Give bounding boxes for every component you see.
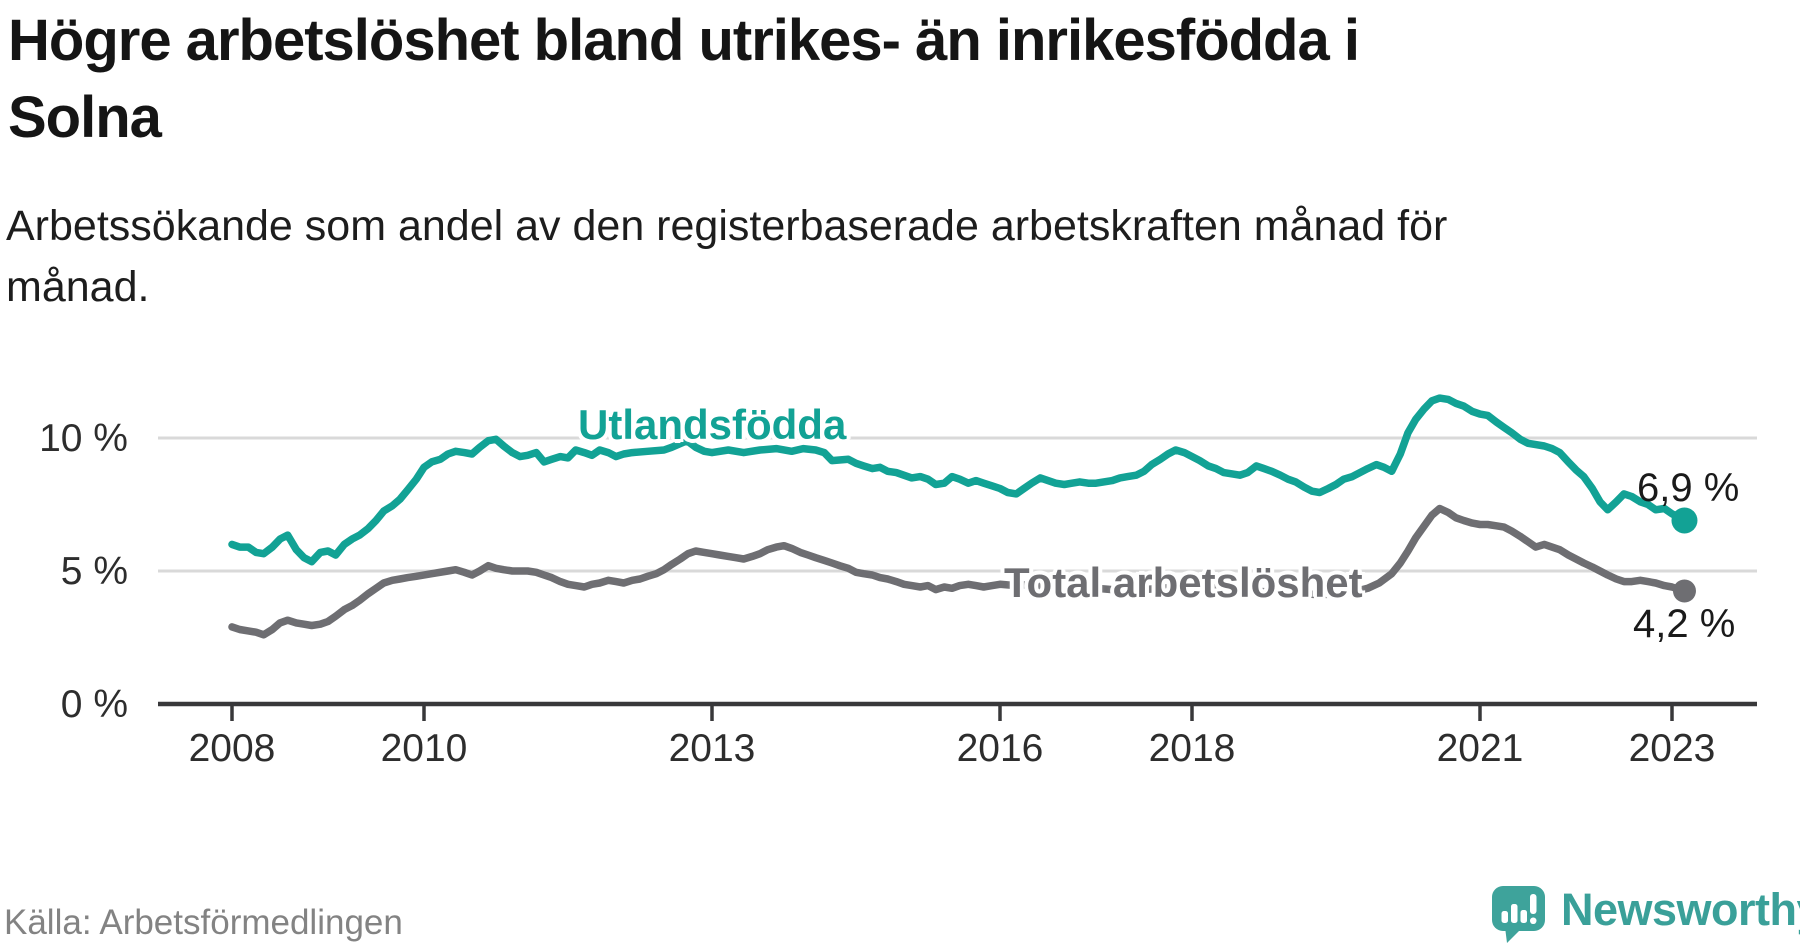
series-line-total <box>228 504 1689 639</box>
series-label-utlandsfodda: Utlandsfödda <box>578 401 847 448</box>
source-attribution: Källa: Arbetsförmedlingen <box>4 903 403 942</box>
x-axis-tick-label: 2021 <box>1437 727 1524 770</box>
subtitle-line-1: Arbetssökande som andel av den registerb… <box>6 202 1448 250</box>
series-label-total-arbetsloshet: Total arbetslöshet <box>1004 559 1363 606</box>
series-end-dot-utlandsfodda <box>1671 507 1698 534</box>
y-axis-tick-label: 5 % <box>61 550 128 593</box>
end-value-total: 4,2 % <box>1633 602 1736 646</box>
page-title: Högre arbetslöshet bland utrikes- än inr… <box>8 2 1360 156</box>
title-line-2: Solna <box>8 85 162 150</box>
y-axis-tick-label: 0 % <box>61 683 128 726</box>
x-axis-tick-label: 2023 <box>1629 727 1716 770</box>
subtitle-line-2: månad. <box>6 263 150 311</box>
newsworthy-logo-icon <box>1492 886 1545 943</box>
newsworthy-branding: Newsworthy <box>1492 886 1800 943</box>
x-axis-tick-label: 2010 <box>381 727 468 770</box>
y-axis-tick-label: 10 % <box>39 417 128 460</box>
newsworthy-wordmark: Newsworthy <box>1561 884 1800 935</box>
end-value-utlandsfodda: 6,9 % <box>1637 466 1740 510</box>
x-axis-tick-label: 2013 <box>669 727 756 770</box>
series-line-utlandsfodda <box>228 394 1689 566</box>
x-axis-tick-label: 2016 <box>957 727 1044 770</box>
chart-subtitle: Arbetssökande som andel av den registerb… <box>6 196 1447 318</box>
title-line-1: Högre arbetslöshet bland utrikes- än inr… <box>8 8 1360 73</box>
x-axis-tick-label: 2018 <box>1149 727 1236 770</box>
series-end-dot-total <box>1672 579 1696 603</box>
x-axis-tick-label: 2008 <box>189 727 276 770</box>
